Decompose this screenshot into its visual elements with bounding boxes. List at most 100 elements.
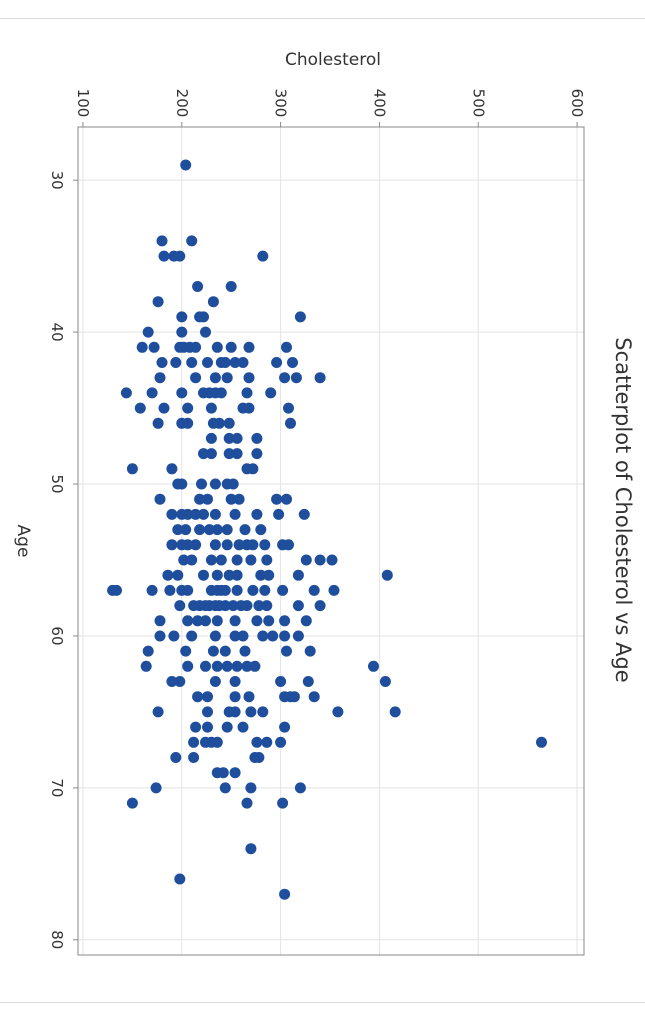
data-point: [217, 767, 229, 779]
data-point: [332, 706, 344, 718]
data-point: [251, 508, 263, 520]
cholesterol-tick-label: 200: [173, 89, 191, 118]
data-point: [308, 584, 320, 596]
data-point: [146, 387, 158, 399]
data-point: [190, 721, 202, 733]
data-point: [192, 615, 204, 627]
data-point: [203, 524, 215, 536]
data-point: [225, 281, 237, 292]
data-point: [198, 448, 209, 460]
data-point: [215, 554, 227, 566]
data-point: [166, 508, 178, 520]
data-point: [221, 721, 233, 733]
data-point: [536, 736, 547, 748]
data-point: [225, 341, 237, 353]
cholesterol-tick-label: 600: [568, 89, 586, 118]
age-tick-label: 60: [48, 626, 66, 645]
data-point: [182, 402, 194, 414]
data-point: [158, 250, 170, 262]
data-point: [239, 524, 251, 536]
data-point: [239, 645, 251, 657]
data-point: [285, 417, 296, 429]
data-point: [205, 432, 217, 444]
data-point: [328, 584, 340, 596]
data-point: [231, 660, 243, 672]
data-point: [111, 584, 122, 596]
data-point: [277, 584, 289, 596]
data-point: [223, 569, 235, 581]
data-point: [257, 250, 269, 262]
data-point: [140, 660, 152, 672]
data-point: [279, 630, 291, 642]
data-point: [172, 524, 184, 536]
data-point: [162, 569, 174, 581]
data-point: [190, 508, 202, 520]
data-point: [192, 691, 204, 703]
data-point: [259, 584, 271, 596]
data-point: [146, 584, 158, 596]
x-axis-title: Age: [13, 525, 33, 558]
data-point: [202, 706, 213, 718]
data-point: [243, 691, 255, 703]
data-point: [219, 600, 231, 612]
data-point: [237, 721, 249, 733]
data-point: [174, 600, 186, 612]
data-point: [136, 341, 148, 353]
age-tick-label: 40: [48, 323, 66, 342]
data-point: [152, 417, 164, 429]
data-point: [170, 752, 182, 763]
data-point: [243, 372, 255, 384]
data-point: [251, 448, 263, 460]
data-point: [221, 660, 233, 672]
data-point: [166, 463, 178, 475]
data-point: [257, 630, 269, 642]
data-point: [261, 554, 273, 566]
plot-area: [78, 127, 584, 955]
data-point: [245, 782, 257, 794]
data-point: [302, 676, 314, 687]
data-point: [126, 797, 138, 809]
data-point: [229, 676, 241, 687]
data-point: [223, 432, 235, 444]
data-point: [255, 569, 267, 581]
data-point: [265, 387, 277, 399]
data-point: [249, 660, 261, 672]
data-point: [314, 372, 326, 384]
data-point: [186, 630, 198, 642]
data-point: [174, 873, 186, 885]
data-point: [261, 600, 273, 612]
data-point: [209, 676, 221, 687]
data-point: [292, 630, 304, 642]
data-point: [174, 250, 186, 262]
data-point: [182, 615, 194, 627]
data-point: [202, 691, 213, 703]
data-point: [198, 569, 209, 581]
data-point: [237, 357, 249, 368]
data-point: [211, 736, 223, 748]
data-point: [243, 402, 255, 414]
data-point: [176, 387, 188, 399]
data-point: [263, 569, 275, 581]
data-point: [259, 539, 271, 551]
data-point: [298, 508, 310, 520]
data-point: [300, 615, 312, 627]
data-point: [211, 341, 223, 353]
data-point: [273, 508, 285, 520]
data-point: [213, 417, 225, 429]
data-point: [156, 235, 168, 247]
data-point: [202, 357, 213, 368]
data-point: [190, 372, 202, 384]
data-point: [188, 736, 200, 748]
data-point: [209, 372, 221, 384]
data-point: [200, 660, 211, 672]
data-point: [379, 676, 391, 687]
data-point: [154, 493, 166, 505]
data-point: [229, 508, 241, 520]
data-point: [229, 615, 241, 627]
data-point: [205, 402, 217, 414]
bottom-divider: [0, 1002, 645, 1003]
data-point: [263, 615, 275, 627]
age-tick-label: 80: [48, 930, 66, 949]
data-point: [229, 630, 241, 642]
data-point: [219, 782, 231, 794]
